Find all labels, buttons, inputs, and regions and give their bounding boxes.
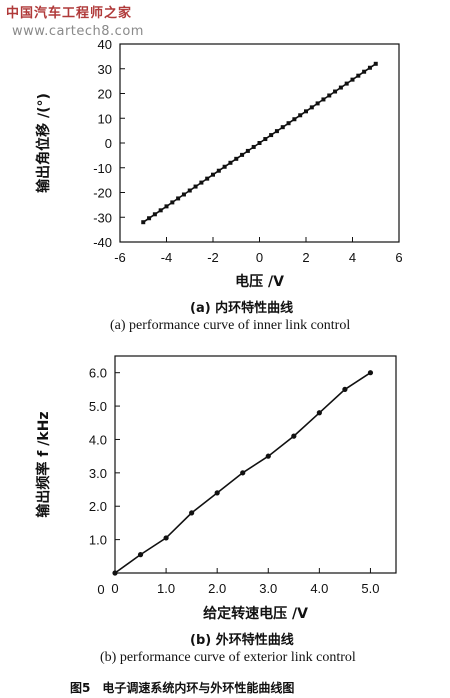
y-tick-label: -10 [93,161,112,176]
x-axis-label: 给定转速电压 /V [203,605,308,622]
data-point [228,160,233,165]
chart-b-panel-label: (b) 外环特性曲线 [190,633,294,648]
y-tick-label: 0 [105,136,112,151]
data-point [158,208,163,213]
data-point [181,192,186,197]
x-tick-label: 5.0 [361,581,379,596]
data-point [141,220,146,225]
data-point [350,77,355,82]
data-point [176,196,181,201]
chart-b-title: (b) performance curve of exterior link c… [100,650,356,665]
watermark-logo: 中国汽车工程师之家 www.cartech8.com [4,2,164,46]
x-tick-label: -4 [161,250,173,265]
y-tick-label: 10 [98,111,112,126]
x-tick-label: 4 [349,250,356,265]
data-point [373,61,378,66]
y-tick-label: 5.0 [89,399,107,414]
figure-caption: 图5 电子调速系统内环与外环性能曲线图 [70,681,295,695]
x-tick-label: 2.0 [208,581,226,596]
data-point [199,180,204,185]
data-point [240,470,246,476]
data-point [214,490,220,496]
data-point [344,81,349,86]
data-point [216,168,221,173]
data-point [292,117,297,122]
data-point [298,113,303,118]
data-point [265,453,271,459]
x-tick-label: -6 [114,250,126,265]
data-point [342,386,348,392]
data-point [274,129,279,134]
data-point [152,212,157,217]
y-tick-label: 2.0 [89,499,107,514]
y-tick-label: 3.0 [89,466,107,481]
data-point [321,97,326,102]
x-axis-label: 电压 /V [235,273,284,290]
data-point [304,109,308,114]
data-point [251,144,256,149]
data-point [367,370,374,376]
data-point [333,89,338,94]
y-tick-label: 20 [98,87,112,102]
data-point [245,148,250,153]
data-point [240,152,245,157]
x-tick-label: 4.0 [310,581,328,596]
data-point [356,73,361,78]
data-point [170,200,175,205]
data-point [222,164,227,169]
y-tick-label: -20 [93,186,112,201]
y-tick-label: 40 [98,37,112,52]
data-point [291,433,297,439]
chart-a-title: (a) performance curve of inner link cont… [110,318,351,333]
y-axis-label: 输出频率 f /kHz [35,411,52,517]
y-axis-label: 输出角位移 /(°) [35,93,52,193]
x-tick-label: 6 [395,250,402,265]
data-point [309,105,314,110]
data-point [187,188,192,193]
data-point [280,125,285,130]
watermark-url: www.cartech8.com [12,24,144,39]
y-tick-label: 30 [98,62,112,77]
y-tick-label: 6.0 [89,366,107,381]
data-point [137,552,144,558]
x-tick-label: 0 [256,250,263,265]
chart-a-panel-label: (a) 内环特性曲线 [190,301,294,316]
watermark-text: 中国汽车工程师之家 [6,6,133,21]
data-point [257,141,262,145]
x-tick-label: 2 [302,250,309,265]
data-point [316,410,322,416]
data-point [189,510,195,516]
data-point [234,156,239,161]
data-point [327,93,332,98]
data-point [211,172,215,177]
x-tick-label: -2 [207,250,219,265]
data-point [205,176,210,181]
data-point [112,570,118,576]
data-point [263,137,268,142]
data-point [164,204,169,209]
data-point [193,184,198,189]
data-point [338,85,343,90]
y-tick-label: -30 [93,210,112,225]
data-point [362,69,367,74]
y-tick-label: -40 [93,235,112,250]
x-tick-label: 3.0 [259,581,277,596]
x-origin-label: 0 [97,582,104,597]
data-point [147,216,152,221]
y-tick-label: 1.0 [89,533,107,548]
x-tick-label: 1.0 [157,581,175,596]
data-point [163,535,169,541]
data-point [286,121,291,126]
data-point [367,65,372,70]
y-tick-label: 4.0 [89,432,107,447]
plot-frame [114,355,397,574]
data-point [269,133,274,138]
data-point [315,101,320,106]
x-tick-label: 0 [111,581,118,596]
